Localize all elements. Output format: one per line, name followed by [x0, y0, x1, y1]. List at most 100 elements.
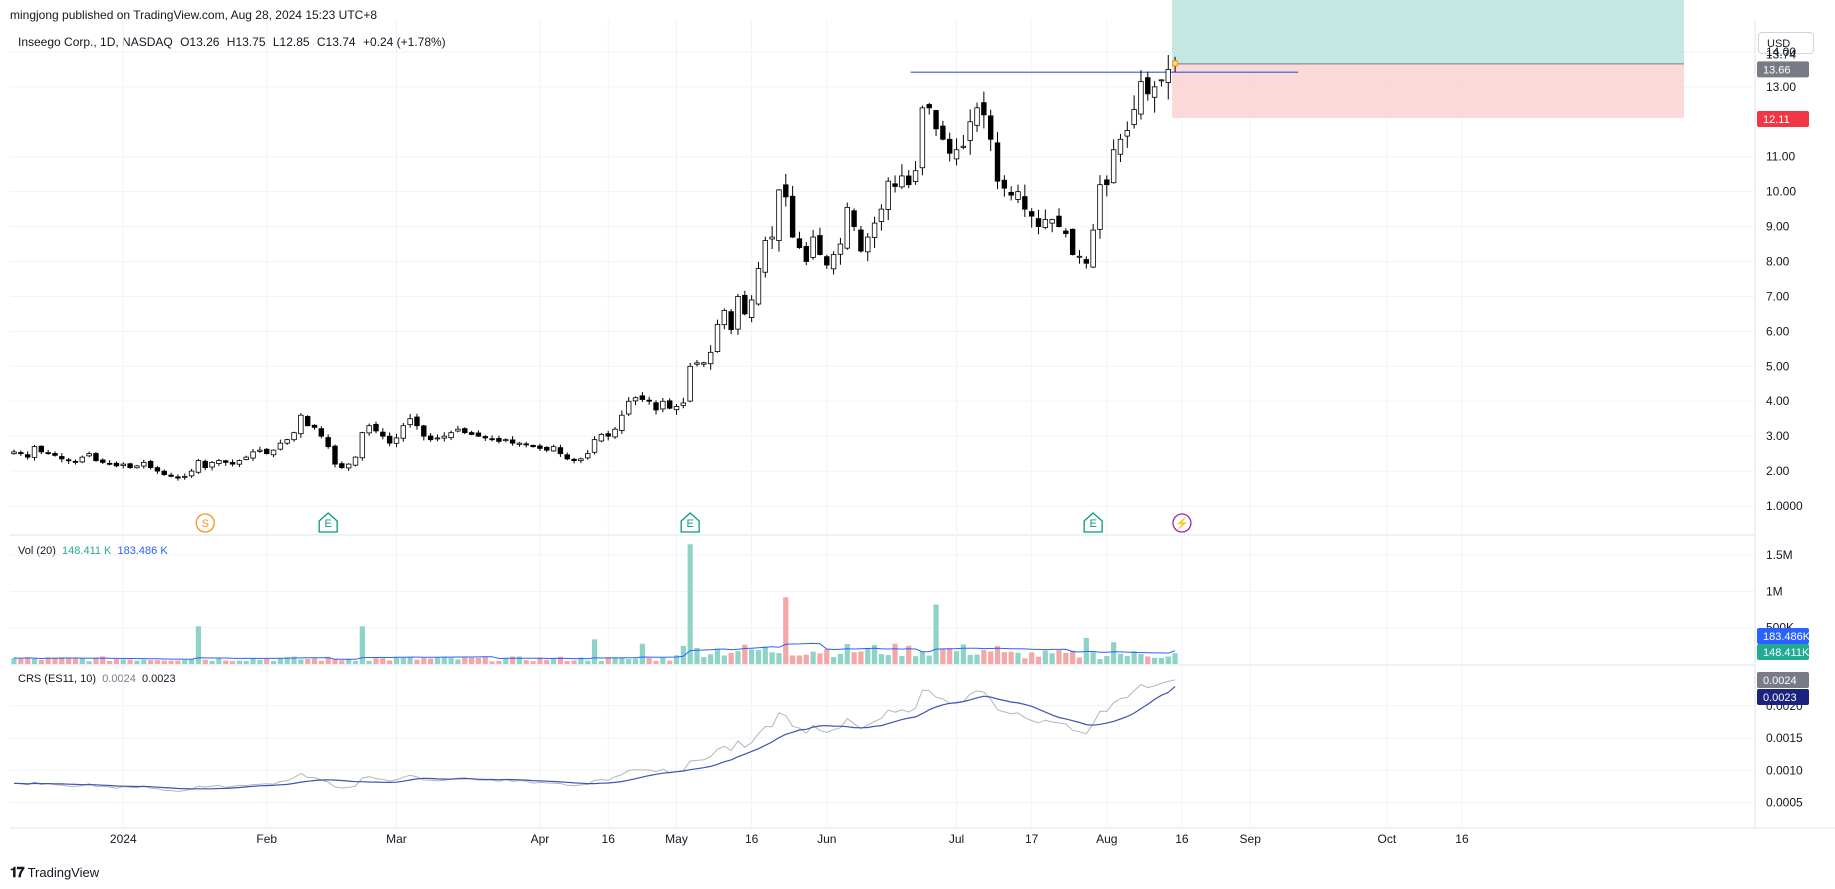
candle[interactable] [755, 261, 762, 306]
candle[interactable] [707, 345, 714, 370]
candle[interactable] [851, 208, 857, 231]
candle[interactable] [605, 430, 611, 441]
earnings-marker[interactable]: E [318, 512, 338, 533]
candle[interactable] [298, 413, 304, 438]
candle[interactable] [612, 427, 618, 439]
volume-bar[interactable] [66, 657, 72, 664]
volume-bar[interactable] [489, 661, 495, 664]
volume-bar[interactable] [1083, 637, 1089, 664]
candle[interactable] [59, 453, 65, 463]
candle[interactable] [1028, 208, 1035, 228]
volume-bar[interactable] [366, 660, 372, 664]
volume-bar[interactable] [305, 658, 311, 664]
volume-bar[interactable] [1138, 653, 1144, 664]
candle[interactable] [994, 132, 1001, 190]
candle[interactable] [243, 455, 249, 461]
candle[interactable] [427, 432, 434, 442]
candle[interactable] [345, 463, 352, 471]
volume-bar[interactable] [421, 658, 427, 664]
volume-bar[interactable] [1001, 652, 1007, 664]
volume-bar[interactable] [585, 660, 591, 664]
volume-bar[interactable] [346, 659, 352, 664]
candle[interactable] [168, 472, 174, 478]
candle[interactable] [646, 396, 652, 405]
stop-zone[interactable] [1172, 63, 1684, 118]
volume-bar[interactable] [605, 657, 611, 664]
volume-bar[interactable] [578, 657, 584, 664]
candle[interactable] [844, 202, 850, 250]
candle[interactable] [735, 293, 741, 335]
candle[interactable] [769, 226, 775, 250]
volume-bar[interactable] [1111, 642, 1117, 664]
candle[interactable] [1056, 208, 1062, 228]
candle[interactable] [585, 450, 591, 460]
candle[interactable] [714, 319, 721, 353]
volume-bar[interactable] [646, 658, 652, 664]
volume-bar[interactable] [414, 659, 420, 664]
candle[interactable] [86, 451, 92, 458]
volume-bar[interactable] [1035, 656, 1042, 664]
candle[interactable] [660, 397, 666, 413]
candle[interactable] [325, 434, 331, 449]
candle[interactable] [188, 468, 195, 478]
candle[interactable] [441, 432, 447, 442]
volume-bar[interactable] [229, 661, 236, 664]
volume-bar[interactable] [523, 660, 529, 664]
volume-bar[interactable] [919, 651, 925, 664]
volume-bar[interactable] [612, 657, 618, 664]
volume-bar[interactable] [742, 644, 748, 664]
candle[interactable] [202, 459, 208, 471]
volume-bar[interactable] [912, 656, 919, 664]
position-zones[interactable] [1172, 0, 1684, 118]
volume-bar[interactable] [708, 654, 714, 664]
split-marker[interactable]: S [195, 513, 215, 533]
crs-pane[interactable] [13, 679, 1176, 793]
volume-bar[interactable] [906, 645, 912, 664]
volume-bar[interactable] [455, 659, 461, 664]
volume-bar[interactable] [851, 652, 857, 664]
tradingview-logo[interactable]: 𝟏𝟕 TradingView [10, 864, 99, 881]
candle[interactable] [544, 446, 550, 453]
volume-bar[interactable] [277, 658, 283, 664]
volume-bar[interactable] [953, 651, 960, 664]
candle[interactable] [537, 443, 543, 451]
volume-bar[interactable] [516, 656, 523, 664]
candle[interactable] [257, 446, 263, 453]
volume-bar[interactable] [680, 645, 686, 664]
candle[interactable] [810, 230, 816, 260]
volume-bar[interactable] [264, 658, 270, 664]
volume-bar[interactable] [270, 661, 277, 664]
volume-bar[interactable] [380, 658, 386, 664]
candle[interactable] [421, 424, 427, 441]
volume-bar[interactable] [1172, 653, 1178, 664]
candle[interactable] [468, 430, 475, 436]
volume-bar[interactable] [332, 658, 338, 664]
volume-bar[interactable] [988, 651, 994, 664]
volume-bar[interactable] [373, 658, 379, 664]
price-pane[interactable]: S E E E ⚡ [11, 55, 1299, 533]
volume-bar[interactable] [469, 657, 475, 664]
candle[interactable] [1104, 175, 1110, 197]
volume-bar[interactable] [762, 646, 768, 664]
candle[interactable] [1035, 209, 1042, 235]
volume-bar[interactable] [223, 660, 229, 664]
volume-bar[interactable] [86, 661, 92, 664]
candle[interactable] [1158, 79, 1165, 87]
candle[interactable] [830, 251, 837, 275]
volume-bar[interactable] [837, 653, 844, 664]
volume-bar[interactable] [947, 648, 953, 664]
volume-bar[interactable] [318, 660, 324, 664]
volume-bar[interactable] [810, 651, 816, 664]
candle[interactable] [591, 436, 598, 455]
volume-bar[interactable] [1124, 656, 1130, 664]
volume-bar[interactable] [974, 654, 980, 664]
candle[interactable] [878, 204, 885, 231]
volume-bar[interactable] [673, 655, 680, 664]
candle[interactable] [783, 173, 789, 207]
symbol-name[interactable]: Inseego Corp., 1D, NASDAQ [18, 35, 173, 49]
candle[interactable] [141, 459, 147, 469]
earnings-marker[interactable]: E [1083, 512, 1103, 533]
candle[interactable] [940, 120, 946, 141]
candle[interactable] [530, 444, 536, 448]
volume-bar[interactable] [755, 649, 762, 664]
